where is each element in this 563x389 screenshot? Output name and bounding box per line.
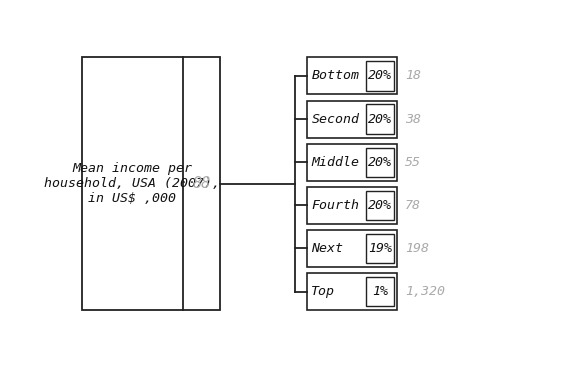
FancyBboxPatch shape (307, 273, 397, 310)
Text: 20%: 20% (368, 112, 392, 126)
FancyBboxPatch shape (82, 58, 220, 310)
Text: 88: 88 (192, 176, 211, 191)
FancyBboxPatch shape (367, 277, 394, 306)
FancyBboxPatch shape (307, 230, 397, 267)
Text: 198: 198 (405, 242, 429, 255)
Text: Middle: Middle (311, 156, 359, 169)
Text: 19%: 19% (368, 242, 392, 255)
Text: 38: 38 (405, 112, 421, 126)
Text: Bottom: Bottom (311, 70, 359, 82)
Text: 1,320: 1,320 (405, 285, 445, 298)
Text: 18: 18 (405, 70, 421, 82)
Text: 20%: 20% (368, 70, 392, 82)
Text: 78: 78 (405, 199, 421, 212)
Text: 20%: 20% (368, 156, 392, 169)
FancyBboxPatch shape (307, 144, 397, 180)
Text: Fourth: Fourth (311, 199, 359, 212)
Text: Mean income per
household, USA (2007),
in US$ ,000: Mean income per household, USA (2007), i… (44, 162, 220, 205)
Text: Top: Top (311, 285, 336, 298)
Text: Next: Next (311, 242, 343, 255)
FancyBboxPatch shape (367, 234, 394, 263)
FancyBboxPatch shape (367, 147, 394, 177)
FancyBboxPatch shape (367, 104, 394, 134)
FancyBboxPatch shape (367, 61, 394, 91)
Text: 1%: 1% (372, 285, 388, 298)
FancyBboxPatch shape (307, 58, 397, 95)
Text: Second: Second (311, 112, 359, 126)
FancyBboxPatch shape (367, 191, 394, 220)
FancyBboxPatch shape (307, 101, 397, 138)
Text: 20%: 20% (368, 199, 392, 212)
Text: 55: 55 (405, 156, 421, 169)
FancyBboxPatch shape (307, 187, 397, 224)
